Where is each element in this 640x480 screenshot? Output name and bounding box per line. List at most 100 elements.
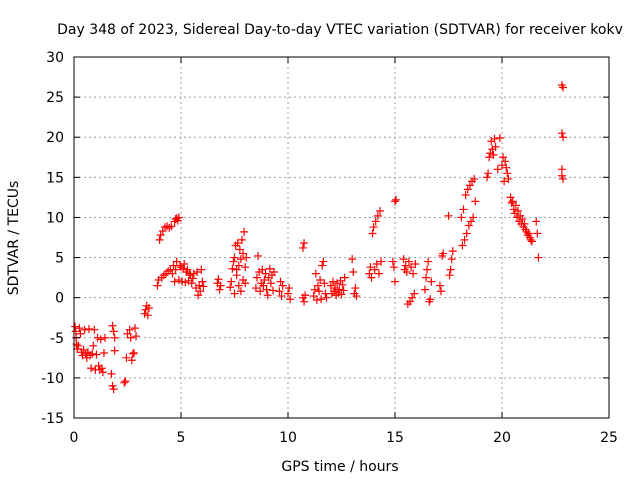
- data-point: [143, 311, 152, 320]
- data-point: [309, 292, 318, 301]
- data-point: [490, 134, 499, 143]
- data-point: [498, 161, 506, 170]
- data-point: [460, 235, 469, 244]
- data-point: [108, 321, 117, 330]
- data-point: [109, 327, 118, 336]
- data-point: [230, 253, 239, 262]
- data-point: [348, 255, 357, 264]
- data-point: [447, 255, 456, 264]
- data-point: [407, 263, 416, 272]
- data-point: [121, 377, 130, 386]
- data-point: [195, 281, 204, 290]
- y-tick-label: 20: [46, 130, 64, 146]
- data-point: [298, 243, 307, 252]
- data-point: [109, 385, 118, 394]
- data-point: [514, 207, 523, 216]
- data-point: [352, 292, 361, 301]
- data-point: [101, 333, 110, 342]
- data-point: [509, 205, 518, 214]
- data-point: [234, 261, 243, 270]
- data-point: [316, 276, 325, 285]
- data-point: [193, 267, 202, 276]
- data-point: [276, 277, 285, 286]
- data-point: [426, 295, 435, 304]
- data-point: [107, 369, 116, 378]
- data-point: [391, 197, 399, 206]
- data-point: [216, 281, 225, 290]
- data-point: [365, 269, 374, 278]
- data-point: [92, 350, 101, 359]
- data-point: [500, 177, 509, 186]
- data-point: [437, 287, 446, 296]
- x-axis-label: GPS time / hours: [281, 459, 398, 475]
- data-point: [110, 346, 119, 355]
- data-point: [464, 221, 473, 230]
- data-point: [153, 281, 162, 290]
- data-point: [286, 295, 295, 304]
- data-point: [126, 333, 135, 342]
- data-point: [270, 267, 279, 276]
- data-point: [266, 279, 275, 288]
- x-tick-label: 5: [177, 430, 186, 446]
- data-point: [558, 83, 567, 92]
- data-point: [300, 297, 309, 306]
- data-point: [71, 322, 80, 331]
- data-point: [228, 264, 237, 273]
- data-point: [349, 267, 358, 276]
- data-point: [404, 257, 413, 266]
- data-point: [458, 241, 467, 250]
- data-point: [501, 157, 510, 166]
- data-point: [422, 273, 431, 282]
- y-tick-label: 30: [46, 50, 64, 66]
- data-point: [465, 181, 474, 190]
- data-point: [504, 174, 513, 183]
- data-point: [199, 282, 208, 291]
- data-point: [389, 263, 398, 272]
- data-point: [427, 277, 436, 286]
- data-point: [258, 265, 267, 274]
- data-point: [194, 291, 203, 300]
- y-tick-label: 25: [46, 90, 64, 106]
- data-point: [312, 296, 321, 305]
- data-point: [485, 153, 494, 162]
- data-point: [311, 269, 320, 278]
- data-point: [446, 265, 455, 274]
- chart-title: Day 348 of 2023, Sidereal Day-to-day VTE…: [57, 22, 623, 38]
- data-point: [503, 169, 512, 178]
- data-point: [229, 257, 238, 266]
- data-point: [180, 259, 189, 268]
- x-tick-label: 20: [493, 430, 511, 446]
- data-point: [188, 274, 197, 283]
- data-point: [284, 289, 292, 298]
- data-point: [322, 293, 331, 302]
- data-point: [508, 197, 517, 206]
- data-point: [377, 257, 386, 266]
- x-tick-label: 10: [279, 430, 297, 446]
- data-point: [520, 219, 529, 228]
- data-point: [251, 284, 260, 293]
- data-point: [120, 378, 129, 387]
- data-point: [326, 281, 335, 290]
- data-point: [235, 245, 244, 254]
- data-point: [511, 201, 520, 210]
- data-point: [230, 289, 239, 298]
- data-point: [96, 335, 105, 344]
- data-point: [132, 332, 141, 341]
- data-point: [526, 235, 535, 244]
- data-point: [172, 257, 181, 266]
- data-point: [98, 368, 107, 377]
- data-point: [196, 287, 205, 296]
- data-point: [340, 273, 349, 282]
- data-point: [469, 213, 478, 222]
- data-point: [368, 229, 377, 238]
- data-point: [310, 285, 319, 294]
- data-point: [491, 142, 500, 151]
- data-point: [97, 364, 106, 373]
- data-point: [99, 349, 108, 358]
- data-point: [90, 325, 99, 334]
- data-point: [313, 281, 322, 290]
- data-point: [339, 286, 348, 295]
- data-point: [338, 280, 347, 289]
